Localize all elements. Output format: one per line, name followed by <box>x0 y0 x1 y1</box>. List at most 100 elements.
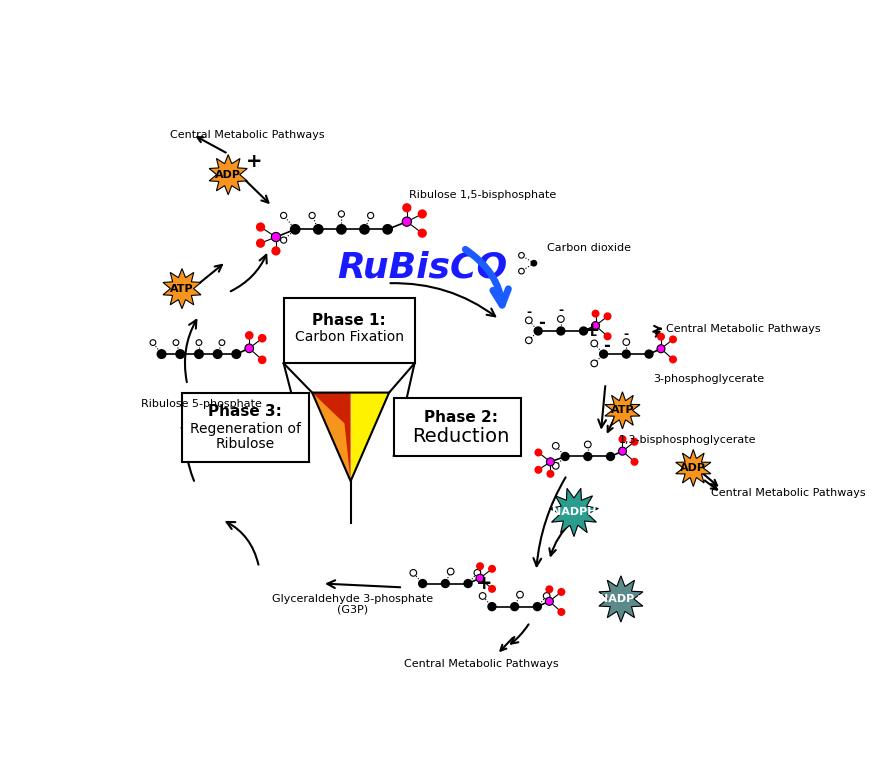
Circle shape <box>418 228 426 238</box>
Text: NADP+: NADP+ <box>599 594 643 604</box>
Circle shape <box>557 315 564 322</box>
Circle shape <box>644 349 654 359</box>
Polygon shape <box>209 155 247 195</box>
Circle shape <box>604 332 612 341</box>
Circle shape <box>313 224 323 235</box>
Circle shape <box>517 591 523 598</box>
Text: -: - <box>526 306 531 319</box>
Circle shape <box>410 570 417 576</box>
Polygon shape <box>163 268 201 308</box>
Circle shape <box>583 452 592 461</box>
Circle shape <box>256 238 265 248</box>
Text: Central Metabolic Pathways: Central Metabolic Pathways <box>404 658 559 668</box>
Circle shape <box>631 458 639 466</box>
Circle shape <box>618 435 626 443</box>
Text: Ribulose 5-phosphate: Ribulose 5-phosphate <box>142 399 262 409</box>
Text: -: - <box>558 305 564 318</box>
Text: Reduction: Reduction <box>412 427 510 446</box>
Circle shape <box>367 212 374 218</box>
Circle shape <box>557 608 565 616</box>
Circle shape <box>245 331 254 340</box>
Text: -: - <box>538 315 545 332</box>
Text: +: + <box>583 321 600 341</box>
Circle shape <box>219 340 225 345</box>
Polygon shape <box>312 393 350 481</box>
Circle shape <box>623 338 630 345</box>
Bar <box>284 298 415 363</box>
Circle shape <box>534 448 542 457</box>
Circle shape <box>591 310 599 318</box>
Text: Ribulose 1,5-bisphosphate: Ribulose 1,5-bisphosphate <box>409 190 556 200</box>
Circle shape <box>418 209 426 218</box>
Text: RuBisCO: RuBisCO <box>337 251 507 285</box>
Circle shape <box>510 602 520 611</box>
Circle shape <box>359 224 370 235</box>
Polygon shape <box>549 488 599 537</box>
Circle shape <box>532 602 542 611</box>
Text: 1,3-bisphosphoglycerate: 1,3-bisphosphoglycerate <box>618 435 756 445</box>
Text: +: + <box>476 574 492 593</box>
Circle shape <box>194 349 204 359</box>
Circle shape <box>150 340 156 345</box>
Circle shape <box>591 321 599 330</box>
Circle shape <box>669 335 677 344</box>
Circle shape <box>280 237 287 243</box>
Circle shape <box>669 355 677 364</box>
Circle shape <box>591 340 598 347</box>
Circle shape <box>546 585 554 594</box>
Circle shape <box>557 588 565 596</box>
Circle shape <box>556 326 565 335</box>
Circle shape <box>604 312 612 321</box>
Text: Phase 1:: Phase 1: <box>312 313 386 328</box>
Circle shape <box>479 593 486 599</box>
Circle shape <box>474 570 481 576</box>
Text: Central Metabolic Pathways: Central Metabolic Pathways <box>667 324 821 334</box>
Circle shape <box>525 317 532 324</box>
Circle shape <box>418 579 427 588</box>
Text: +: + <box>246 152 263 171</box>
Polygon shape <box>599 576 642 622</box>
Text: Phase 3:: Phase 3: <box>208 404 282 419</box>
Text: ADP: ADP <box>680 463 706 473</box>
Circle shape <box>280 212 287 218</box>
Text: Central Metabolic Pathways: Central Metabolic Pathways <box>711 488 866 498</box>
Circle shape <box>476 562 484 570</box>
Circle shape <box>546 598 554 605</box>
Circle shape <box>618 447 626 455</box>
Circle shape <box>402 217 411 226</box>
Circle shape <box>547 470 555 478</box>
Circle shape <box>336 224 347 235</box>
Circle shape <box>256 222 265 231</box>
Circle shape <box>560 452 570 461</box>
Circle shape <box>631 438 639 446</box>
Circle shape <box>657 345 665 353</box>
Circle shape <box>606 452 616 461</box>
Circle shape <box>553 442 559 449</box>
Polygon shape <box>605 392 640 429</box>
Bar <box>182 393 309 462</box>
Text: Phase 2:: Phase 2: <box>424 411 498 425</box>
Circle shape <box>579 326 588 335</box>
Circle shape <box>591 360 598 367</box>
Circle shape <box>212 349 223 359</box>
Circle shape <box>271 232 280 241</box>
Circle shape <box>383 224 393 235</box>
Circle shape <box>533 326 543 335</box>
Circle shape <box>525 337 532 344</box>
Circle shape <box>339 211 344 217</box>
Circle shape <box>271 246 280 255</box>
Text: Glyceraldehyde 3-phosphate: Glyceraldehyde 3-phosphate <box>272 594 434 604</box>
Text: Central Metabolic Pathways: Central Metabolic Pathways <box>170 130 325 140</box>
Text: -: - <box>624 328 629 341</box>
Text: (G3P): (G3P) <box>338 604 368 614</box>
Polygon shape <box>676 450 711 487</box>
Text: Regeneration of: Regeneration of <box>190 421 301 436</box>
Circle shape <box>447 568 454 575</box>
Circle shape <box>258 334 266 342</box>
Circle shape <box>402 203 411 212</box>
Circle shape <box>519 268 524 274</box>
Circle shape <box>534 466 542 474</box>
Circle shape <box>476 574 484 582</box>
Polygon shape <box>312 393 350 481</box>
Text: NADPH: NADPH <box>552 507 596 517</box>
